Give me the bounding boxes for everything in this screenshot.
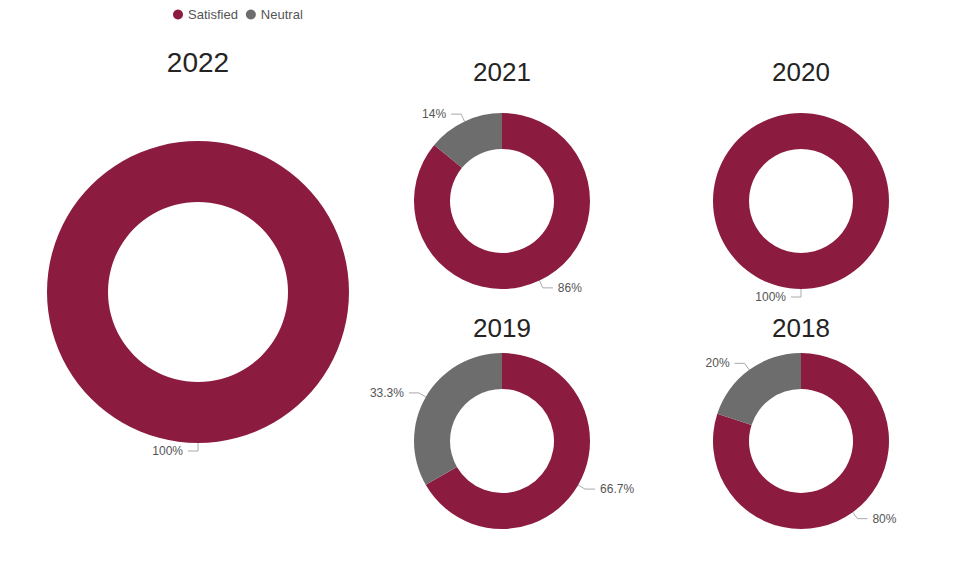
svg-text:2018: 2018: [772, 313, 830, 343]
svg-text:100%: 100%: [152, 444, 183, 458]
svg-text:2019: 2019: [473, 313, 531, 343]
svg-text:20%: 20%: [706, 356, 730, 370]
svg-text:33.3%: 33.3%: [370, 386, 404, 400]
svg-text:2022: 2022: [167, 47, 229, 78]
svg-text:86%: 86%: [558, 281, 582, 295]
svg-text:66.7%: 66.7%: [600, 482, 634, 496]
svg-text:Neutral: Neutral: [261, 7, 303, 22]
svg-text:Satisfied: Satisfied: [188, 7, 238, 22]
svg-text:14%: 14%: [422, 107, 446, 121]
svg-text:80%: 80%: [872, 512, 896, 526]
svg-text:2021: 2021: [473, 57, 531, 87]
svg-text:100%: 100%: [755, 290, 786, 304]
svg-text:2020: 2020: [772, 57, 830, 87]
